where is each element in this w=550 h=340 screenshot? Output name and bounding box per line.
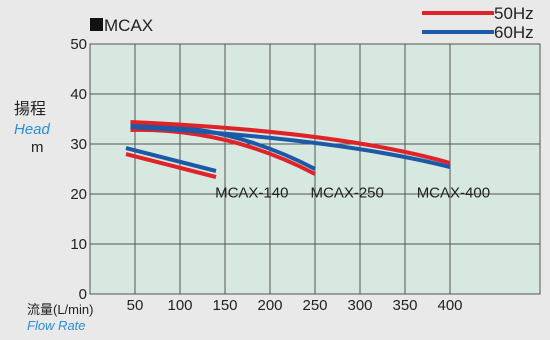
legend-60hz-label: 60Hz bbox=[494, 23, 534, 42]
grid bbox=[90, 43, 540, 295]
y-tick-labels: 0 10 20 30 40 50 bbox=[70, 36, 87, 303]
title-square-icon bbox=[90, 18, 103, 31]
y-tick-label: 20 bbox=[70, 186, 87, 203]
series-line-mcax-400-60hz bbox=[130, 125, 451, 169]
legend: 50Hz 60Hz bbox=[422, 4, 534, 42]
x-tick-label: 250 bbox=[302, 297, 327, 314]
y-axis-label-en: Head bbox=[14, 121, 51, 138]
x-tick-label: 100 bbox=[167, 297, 192, 314]
model-label: MCAX-250 bbox=[311, 185, 384, 202]
x-tick-label: 300 bbox=[347, 297, 372, 314]
x-tick-label: 400 bbox=[437, 297, 462, 314]
y-tick-label: 40 bbox=[70, 86, 87, 103]
y-tick-label: 30 bbox=[70, 136, 87, 153]
y-axis-label-jp: 揚程 bbox=[14, 100, 46, 118]
chart-title: MCAX bbox=[104, 16, 153, 35]
x-tick-label: 200 bbox=[257, 297, 282, 314]
series-line-mcax-140-60hz bbox=[125, 146, 217, 173]
x-tick-label: 50 bbox=[127, 297, 144, 314]
model-label: MCAX-400 bbox=[417, 185, 490, 202]
x-tick-label: 350 bbox=[392, 297, 417, 314]
y-tick-label: 50 bbox=[70, 36, 87, 53]
x-axis-label-jp: 流量(L/min) bbox=[27, 302, 93, 317]
x-axis-label-en: Flow Rate bbox=[27, 318, 86, 333]
x-tick-label: 150 bbox=[212, 297, 237, 314]
series-layer bbox=[125, 120, 451, 179]
series-line-mcax-400-50hz bbox=[130, 120, 451, 165]
annotation-layer: MCAX-140 MCAX-250 MCAX-400 bbox=[215, 185, 490, 202]
y-axis-unit: m bbox=[31, 139, 44, 156]
y-tick-label: 0 bbox=[79, 286, 87, 303]
y-tick-label: 10 bbox=[70, 236, 87, 253]
x-tick-labels: 50 100 150 200 250 300 350 400 bbox=[127, 297, 463, 314]
model-label: MCAX-140 bbox=[215, 185, 288, 202]
legend-50hz-label: 50Hz bbox=[494, 4, 534, 23]
series-line-mcax-140-50hz bbox=[125, 152, 217, 179]
